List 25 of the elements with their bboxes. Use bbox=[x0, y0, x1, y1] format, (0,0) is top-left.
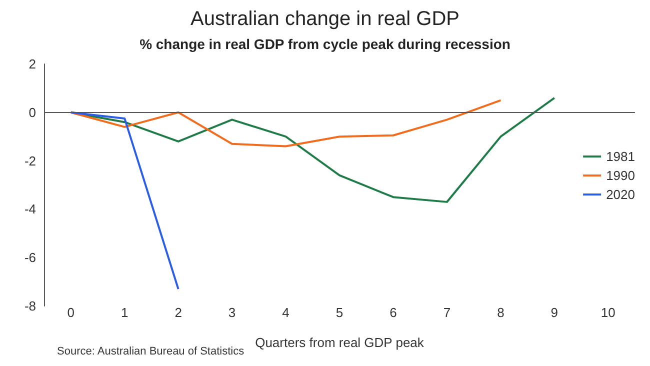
x-tick-label: 10 bbox=[600, 305, 616, 320]
chart-subtitle: % change in real GDP from cycle peak during recession bbox=[140, 36, 510, 52]
x-tick-label: 3 bbox=[228, 305, 236, 320]
x-tick-label: 7 bbox=[443, 305, 451, 320]
chart-title: Australian change in real GDP bbox=[190, 8, 460, 30]
x-tick-label: 4 bbox=[282, 305, 290, 320]
x-axis-title: Quarters from real GDP peak bbox=[255, 335, 424, 350]
y-tick-label: -4 bbox=[24, 202, 36, 217]
y-tick-label: 0 bbox=[28, 104, 36, 120]
source-note: Source: Australian Bureau of Statistics bbox=[57, 346, 245, 358]
x-tick-label: 2 bbox=[174, 305, 182, 320]
legend-label: 2020 bbox=[606, 187, 635, 202]
x-tick-label: 0 bbox=[67, 305, 74, 320]
line-series bbox=[70, 99, 502, 148]
legend-label: 1990 bbox=[606, 168, 635, 183]
x-tick-label: 9 bbox=[550, 305, 558, 320]
x-tick-label: 1 bbox=[120, 305, 128, 320]
y-tick-label: -8 bbox=[24, 298, 36, 314]
x-tick-label: 8 bbox=[497, 305, 504, 320]
y-tick-label: -6 bbox=[24, 250, 36, 266]
legend-label: 1981 bbox=[606, 149, 635, 164]
y-tick-label: 2 bbox=[28, 56, 36, 72]
x-tick-label: 6 bbox=[390, 305, 397, 320]
y-tick-label: -2 bbox=[24, 153, 36, 168]
x-tick-label: 5 bbox=[336, 305, 344, 320]
